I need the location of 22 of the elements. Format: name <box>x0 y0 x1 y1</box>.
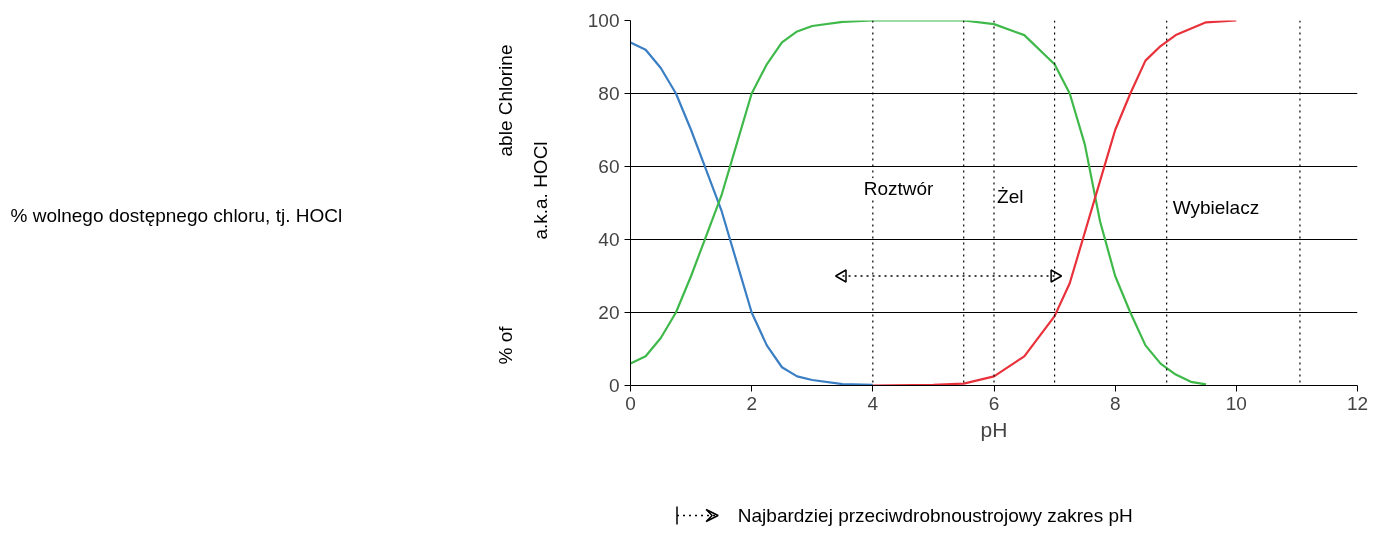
text: able Chlorine <box>495 44 516 157</box>
annotation: Wybielacz <box>1172 196 1260 218</box>
y-tick-label: 80 <box>598 83 620 104</box>
y-tick-label: 40 <box>598 229 620 250</box>
annotation: Roztwór <box>863 178 935 200</box>
annotation: Żel <box>997 185 1024 207</box>
y-tick-label: 100 <box>587 10 620 31</box>
x-axis-title: pH <box>980 417 1008 441</box>
legend-label: Najbardziej przeciwdrobnoustrojowy zakres pH <box>737 505 1133 526</box>
x-tick-label: 10 <box>1225 392 1247 414</box>
y-tick-label: 60 <box>598 156 620 177</box>
x-tick-label: 0 <box>625 392 636 414</box>
x-tick-label: 2 <box>746 392 757 414</box>
x-tick-label: 12 <box>1346 392 1369 414</box>
x-tick-label: 6 <box>988 392 1000 414</box>
text: % of <box>495 325 516 365</box>
text: a.k.a. HOCl <box>530 141 551 240</box>
y-tick-label: 0 <box>608 375 620 396</box>
x-tick-label: 8 <box>1109 392 1121 414</box>
text: % wolnego dostępnego chloru, tj. HOCl <box>10 205 343 226</box>
y-tick-label: 20 <box>598 302 620 323</box>
x-tick-label: 4 <box>867 392 879 414</box>
